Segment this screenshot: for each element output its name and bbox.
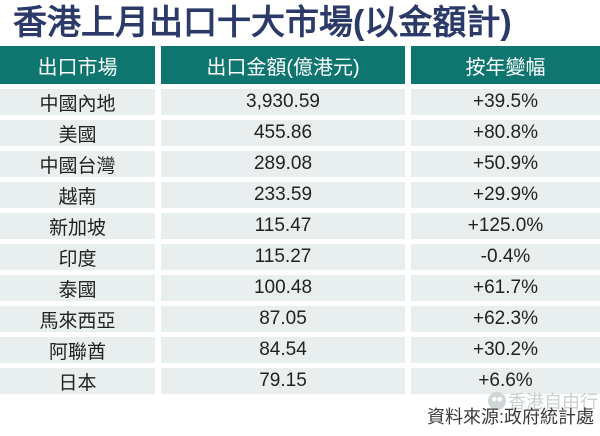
column-header-amount: 出口金額(億港元) xyxy=(161,46,405,84)
market-cell: 馬來西亞 xyxy=(0,306,155,332)
market-cell: 日本 xyxy=(0,368,155,394)
export-markets-table: 出口市場 出口金額(億港元) 按年變幅 中國內地 3,930.59 +39.5%… xyxy=(0,46,600,394)
market-cell: 印度 xyxy=(0,244,155,270)
footer: 香港自由行 資料來源:政府統計處 xyxy=(0,392,600,433)
change-cell: +62.3% xyxy=(411,306,600,332)
change-cell: +6.6% xyxy=(411,368,600,394)
change-cell: +39.5% xyxy=(411,89,600,115)
change-cell: -0.4% xyxy=(411,244,600,270)
watermark-label: 香港自由行 xyxy=(508,392,598,412)
change-cell: +29.9% xyxy=(411,182,600,208)
market-cell: 新加坡 xyxy=(0,213,155,239)
change-cell: +61.7% xyxy=(411,275,600,301)
column-header-market: 出口市場 xyxy=(0,46,155,84)
amount-cell: 3,930.59 xyxy=(161,89,405,115)
amount-cell: 100.48 xyxy=(161,275,405,301)
column-header-change: 按年變幅 xyxy=(411,46,600,84)
amount-cell: 455.86 xyxy=(161,120,405,146)
amount-cell: 115.27 xyxy=(161,244,405,270)
wechat-icon xyxy=(488,392,506,410)
market-cell: 美國 xyxy=(0,120,155,146)
amount-cell: 233.59 xyxy=(161,182,405,208)
page-title: 香港上月出口十大市場(以金額計) xyxy=(13,4,512,42)
data-source: 資料來源:政府統計處 xyxy=(426,407,594,427)
watermark: 香港自由行 xyxy=(488,388,598,414)
amount-cell: 84.54 xyxy=(161,337,405,363)
market-cell: 泰國 xyxy=(0,275,155,301)
change-cell: +125.0% xyxy=(411,213,600,239)
market-cell: 中國內地 xyxy=(0,89,155,115)
amount-cell: 115.47 xyxy=(161,213,405,239)
market-cell: 越南 xyxy=(0,182,155,208)
market-cell: 阿聯酋 xyxy=(0,337,155,363)
amount-cell: 87.05 xyxy=(161,306,405,332)
amount-cell: 79.15 xyxy=(161,368,405,394)
change-cell: +30.2% xyxy=(411,337,600,363)
market-cell: 中國台灣 xyxy=(0,151,155,177)
amount-cell: 289.08 xyxy=(161,151,405,177)
change-cell: +50.9% xyxy=(411,151,600,177)
change-cell: +80.8% xyxy=(411,120,600,146)
